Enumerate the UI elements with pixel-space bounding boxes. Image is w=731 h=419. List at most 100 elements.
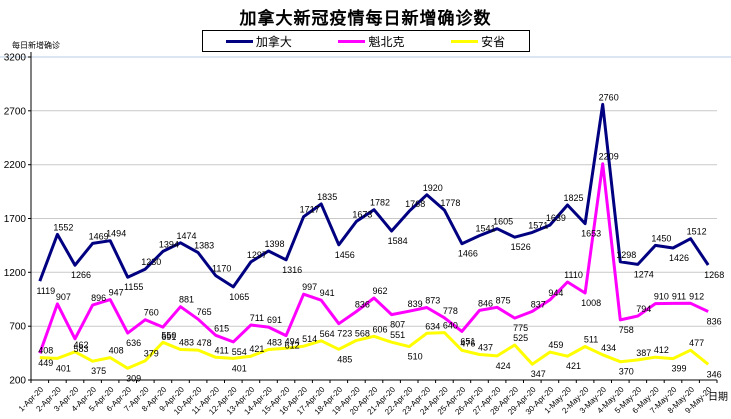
svg-text:651: 651 <box>460 336 475 346</box>
svg-text:525: 525 <box>513 333 528 343</box>
svg-text:700: 700 <box>9 322 26 333</box>
svg-text:476: 476 <box>460 338 475 348</box>
svg-text:615: 615 <box>214 323 229 333</box>
svg-text:2700: 2700 <box>4 106 27 117</box>
svg-text:944: 944 <box>548 288 563 298</box>
svg-text:758: 758 <box>619 325 634 335</box>
svg-text:881: 881 <box>179 295 194 305</box>
svg-text:807: 807 <box>390 320 405 330</box>
svg-text:421: 421 <box>566 361 581 371</box>
svg-text:896: 896 <box>91 293 106 303</box>
svg-text:846: 846 <box>478 298 493 308</box>
svg-text:437: 437 <box>478 343 493 353</box>
svg-text:399: 399 <box>671 364 686 374</box>
svg-text:640: 640 <box>443 321 458 331</box>
legend-item-2: 安省 <box>451 33 505 50</box>
svg-text:1110: 1110 <box>564 270 583 280</box>
svg-text:1119: 1119 <box>36 286 55 296</box>
svg-text:947: 947 <box>109 288 124 298</box>
legend-swatch-0 <box>225 39 253 43</box>
svg-text:1639: 1639 <box>546 213 566 223</box>
svg-text:1268: 1268 <box>704 270 724 280</box>
svg-text:941: 941 <box>320 288 335 298</box>
svg-text:1383: 1383 <box>194 241 214 251</box>
svg-text:1920: 1920 <box>423 183 443 193</box>
svg-text:634: 634 <box>425 321 440 331</box>
legend-label-1: 魁北克 <box>368 34 405 49</box>
svg-text:1297: 1297 <box>247 250 267 260</box>
svg-text:1494: 1494 <box>106 229 126 239</box>
svg-text:347: 347 <box>531 369 546 379</box>
svg-text:1398: 1398 <box>264 239 284 249</box>
svg-text:411: 411 <box>215 345 229 355</box>
svg-text:1316: 1316 <box>282 265 302 275</box>
svg-text:1782: 1782 <box>370 198 390 208</box>
svg-text:1274: 1274 <box>634 269 654 279</box>
svg-text:1584: 1584 <box>388 236 408 246</box>
svg-text:1605: 1605 <box>493 217 513 227</box>
svg-text:370: 370 <box>619 367 634 377</box>
svg-text:1835: 1835 <box>317 192 337 202</box>
svg-text:2760: 2760 <box>599 92 619 102</box>
svg-text:875: 875 <box>496 295 511 305</box>
legend-item-1: 魁北克 <box>338 33 404 50</box>
svg-text:1200: 1200 <box>4 268 27 279</box>
svg-text:309: 309 <box>126 373 141 383</box>
svg-text:421: 421 <box>249 344 264 354</box>
svg-text:1717: 1717 <box>300 205 320 215</box>
svg-text:346: 346 <box>707 369 722 379</box>
svg-text:583: 583 <box>73 344 88 354</box>
legend-label-2: 安省 <box>481 34 506 49</box>
svg-text:778: 778 <box>443 306 458 316</box>
svg-text:408: 408 <box>38 346 53 356</box>
svg-text:912: 912 <box>689 291 704 301</box>
svg-text:1768: 1768 <box>405 199 425 209</box>
svg-text:1825: 1825 <box>563 193 583 203</box>
svg-text:1700: 1700 <box>4 214 27 225</box>
svg-text:483: 483 <box>179 338 194 348</box>
svg-text:485: 485 <box>337 354 352 364</box>
svg-text:1512: 1512 <box>687 227 707 237</box>
svg-text:711: 711 <box>250 313 264 323</box>
svg-text:459: 459 <box>548 340 563 350</box>
legend-item-0: 加拿大 <box>225 33 292 50</box>
svg-text:568: 568 <box>355 328 370 338</box>
svg-text:514: 514 <box>302 334 317 344</box>
svg-text:483: 483 <box>267 338 282 348</box>
svg-text:839: 839 <box>408 299 423 309</box>
svg-text:1008: 1008 <box>581 298 601 308</box>
svg-text:1456: 1456 <box>335 250 355 260</box>
svg-text:723: 723 <box>337 329 352 339</box>
svg-text:691: 691 <box>161 332 176 342</box>
svg-text:434: 434 <box>601 343 616 353</box>
svg-text:379: 379 <box>144 349 159 359</box>
svg-text:962: 962 <box>372 286 387 296</box>
svg-text:1469: 1469 <box>89 231 109 241</box>
svg-text:837: 837 <box>531 299 546 309</box>
svg-text:765: 765 <box>197 307 212 317</box>
svg-text:1541: 1541 <box>475 224 495 234</box>
svg-text:1552: 1552 <box>53 222 73 232</box>
svg-text:401: 401 <box>56 363 71 373</box>
svg-text:387: 387 <box>636 348 651 358</box>
svg-text:775: 775 <box>513 323 528 333</box>
legend-swatch-1 <box>338 39 366 43</box>
svg-text:910: 910 <box>654 292 669 302</box>
svg-text:412: 412 <box>654 345 669 355</box>
svg-text:1230: 1230 <box>141 257 161 267</box>
svg-text:873: 873 <box>425 296 440 306</box>
legend: 加拿大 魁北克 安省 <box>201 30 530 52</box>
svg-text:612: 612 <box>285 341 300 351</box>
svg-text:510: 510 <box>408 352 423 362</box>
svg-text:1466: 1466 <box>458 249 478 259</box>
svg-text:997: 997 <box>302 282 317 292</box>
x-axis-title: 日期 <box>708 392 728 403</box>
svg-text:1474: 1474 <box>176 231 196 241</box>
svg-text:1653: 1653 <box>581 229 601 239</box>
svg-text:636: 636 <box>126 338 141 348</box>
svg-text:200: 200 <box>9 376 26 387</box>
svg-text:1170: 1170 <box>212 264 231 274</box>
legend-swatch-2 <box>451 39 479 43</box>
